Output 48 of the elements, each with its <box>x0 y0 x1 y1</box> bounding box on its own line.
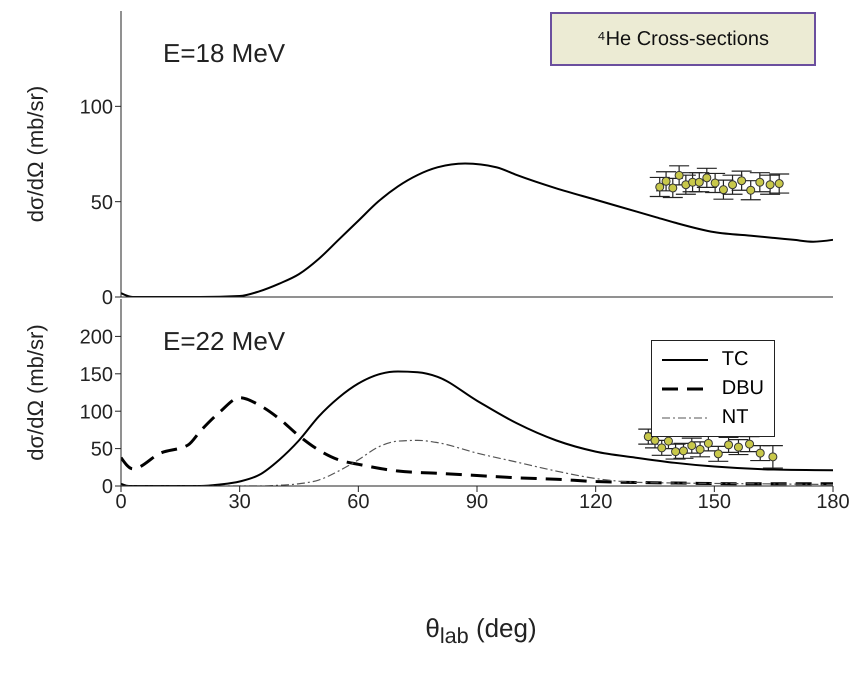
x-tick-label: 30 <box>228 491 251 514</box>
point <box>702 173 712 182</box>
point <box>714 449 723 458</box>
point <box>766 180 775 190</box>
x-tick-label: 90 <box>466 491 488 514</box>
y-tick-label: 50 <box>90 438 113 461</box>
note-box: ⁴He Cross-sections <box>550 12 816 66</box>
point <box>728 180 738 190</box>
legend-label: TC <box>722 348 748 371</box>
x-axis-title: θ$_{lab}$ (deg) <box>424 613 538 650</box>
y-axis-title: dσ/dΩ (mb/sr) <box>22 324 48 461</box>
legend-label: DBU <box>722 377 764 400</box>
point <box>655 182 664 192</box>
point <box>768 452 778 462</box>
y-tick-label: 0 <box>102 476 113 498</box>
point <box>704 438 713 448</box>
x-tick-label: 150 <box>698 491 732 514</box>
point <box>756 448 765 458</box>
x-tick-label: 180 <box>816 491 850 514</box>
annotation: E=22 MeV <box>163 326 286 357</box>
x-tick-label: 60 <box>347 491 370 514</box>
point <box>737 176 746 186</box>
point <box>674 170 684 180</box>
point <box>746 186 756 195</box>
point <box>724 440 734 450</box>
point <box>745 440 754 449</box>
point <box>694 178 704 187</box>
legend-label: NT <box>722 406 748 429</box>
point <box>671 447 680 456</box>
point <box>710 178 720 188</box>
point <box>662 176 671 186</box>
annotation: E=18 MeV <box>163 38 286 69</box>
point <box>718 185 728 194</box>
y-tick-label: 0 <box>102 287 113 310</box>
point <box>734 442 743 452</box>
x-tick-label: 120 <box>578 491 612 514</box>
point <box>687 441 696 450</box>
y-axis-title: dσ/dΩ (mb/sr) <box>22 86 48 222</box>
point <box>668 183 678 192</box>
point <box>678 446 688 456</box>
y-tick-label: 50 <box>90 192 113 214</box>
y-tick-label: 150 <box>80 364 113 386</box>
point <box>774 179 784 188</box>
point <box>696 444 705 454</box>
y-tick-label: 100 <box>80 401 113 424</box>
point <box>755 178 764 187</box>
y-tick-label: 200 <box>80 326 113 348</box>
y-tick-label: 100 <box>80 96 113 118</box>
